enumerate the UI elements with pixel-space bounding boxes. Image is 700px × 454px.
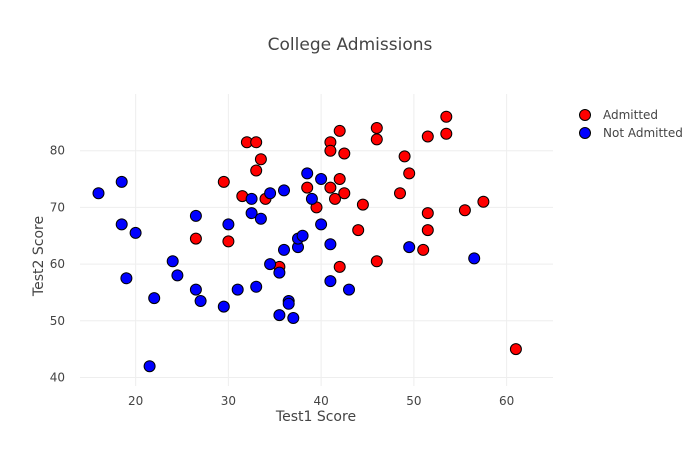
admitted-point[interactable] bbox=[329, 192, 341, 205]
legend[interactable]: Admitted Not Admitted bbox=[579, 108, 683, 140]
not-admitted-point[interactable] bbox=[92, 187, 105, 200]
y-tick-label: 60 bbox=[50, 257, 65, 271]
admitted-point[interactable] bbox=[333, 173, 346, 185]
admitted-point[interactable] bbox=[324, 144, 337, 157]
not-admitted-point[interactable] bbox=[245, 207, 258, 220]
admitted-point[interactable] bbox=[458, 204, 471, 217]
admitted-point[interactable] bbox=[440, 127, 453, 140]
not-admitted-point[interactable] bbox=[403, 241, 416, 254]
admitted-point[interactable] bbox=[324, 181, 337, 194]
admitted-point[interactable] bbox=[421, 207, 434, 220]
y-tick-label: 40 bbox=[50, 370, 65, 384]
admitted-point[interactable] bbox=[477, 195, 490, 208]
legend-label[interactable]: Admitted bbox=[603, 108, 658, 122]
x-tick-label: 40 bbox=[313, 394, 328, 408]
admitted-point[interactable] bbox=[398, 150, 411, 163]
not-admitted-point[interactable] bbox=[120, 272, 133, 285]
admitted-point[interactable] bbox=[333, 124, 346, 137]
not-admitted-point[interactable] bbox=[264, 187, 277, 200]
not-admitted-point[interactable] bbox=[148, 292, 161, 305]
y-tick-label: 50 bbox=[50, 314, 65, 328]
not-admitted-point[interactable] bbox=[217, 300, 230, 313]
x-tick-label: 30 bbox=[221, 394, 236, 408]
data-points bbox=[92, 110, 522, 373]
admitted-point[interactable] bbox=[403, 167, 416, 180]
admitted-point[interactable] bbox=[254, 153, 267, 166]
not-admitted-point[interactable] bbox=[171, 269, 184, 282]
not-admitted-point[interactable] bbox=[301, 167, 314, 180]
not-admitted-point[interactable] bbox=[115, 175, 128, 188]
admitted-point[interactable] bbox=[217, 175, 230, 188]
admitted-point[interactable] bbox=[333, 260, 346, 273]
admitted-point[interactable] bbox=[338, 187, 351, 200]
y-tick-label: 80 bbox=[50, 144, 65, 158]
not-admitted-point[interactable] bbox=[324, 238, 337, 251]
admitted-point[interactable] bbox=[394, 187, 406, 200]
admitted-point[interactable] bbox=[301, 181, 314, 194]
not-admitted-point[interactable] bbox=[166, 255, 179, 268]
not-admitted-point[interactable] bbox=[315, 173, 328, 185]
admitted-point[interactable] bbox=[189, 232, 202, 245]
not-admitted-point[interactable] bbox=[254, 212, 267, 225]
admitted-point[interactable] bbox=[417, 243, 430, 256]
not-admitted-point[interactable] bbox=[273, 266, 286, 279]
not-admitted-point[interactable] bbox=[273, 309, 286, 322]
not-admitted-point[interactable] bbox=[278, 184, 290, 197]
x-tick-label: 50 bbox=[406, 394, 421, 408]
legend-label[interactable]: Not Admitted bbox=[603, 126, 683, 140]
admitted-point[interactable] bbox=[250, 136, 263, 149]
admitted-point[interactable] bbox=[222, 235, 235, 248]
admitted-point[interactable] bbox=[338, 147, 351, 160]
admitted-point[interactable] bbox=[421, 224, 434, 237]
x-tick-label: 20 bbox=[128, 394, 143, 408]
not-admitted-point[interactable] bbox=[324, 275, 337, 288]
admitted-point[interactable] bbox=[370, 133, 383, 146]
x-tick-label: 60 bbox=[499, 394, 514, 408]
tick-labels: 20 30 40 50 60 40 50 60 70 80 bbox=[50, 144, 515, 408]
not-admitted-point[interactable] bbox=[468, 252, 481, 265]
y-tick-label: 70 bbox=[50, 200, 65, 214]
legend-marker[interactable] bbox=[579, 127, 591, 139]
not-admitted-point[interactable] bbox=[282, 297, 295, 310]
admitted-point[interactable] bbox=[440, 110, 453, 123]
not-admitted-point[interactable] bbox=[245, 192, 258, 205]
not-admitted-point[interactable] bbox=[115, 218, 128, 231]
not-admitted-point[interactable] bbox=[250, 280, 263, 293]
not-admitted-point[interactable] bbox=[143, 360, 156, 373]
not-admitted-point[interactable] bbox=[222, 218, 235, 231]
admitted-point[interactable] bbox=[352, 224, 365, 237]
not-admitted-point[interactable] bbox=[296, 229, 309, 242]
admitted-point[interactable] bbox=[250, 164, 263, 177]
grid bbox=[80, 94, 553, 386]
not-admitted-point[interactable] bbox=[278, 243, 290, 256]
admitted-point[interactable] bbox=[370, 255, 383, 268]
not-admitted-point[interactable] bbox=[189, 209, 202, 222]
not-admitted-point[interactable] bbox=[194, 295, 207, 307]
admitted-point[interactable] bbox=[509, 343, 522, 356]
admitted-point[interactable] bbox=[421, 130, 434, 143]
chart-title: College Admissions bbox=[268, 35, 433, 55]
not-admitted-point[interactable] bbox=[129, 226, 142, 239]
x-axis-label: Test1 Score bbox=[275, 409, 356, 425]
admitted-point[interactable] bbox=[370, 122, 383, 134]
not-admitted-point[interactable] bbox=[189, 283, 202, 296]
admitted-point[interactable] bbox=[356, 198, 369, 211]
not-admitted-point[interactable] bbox=[231, 283, 244, 296]
y-axis-label: Test2 Score bbox=[31, 216, 47, 297]
not-admitted-point[interactable] bbox=[343, 283, 355, 296]
not-admitted-point[interactable] bbox=[315, 218, 328, 231]
not-admitted-point[interactable] bbox=[305, 192, 318, 205]
not-admitted-point[interactable] bbox=[287, 312, 300, 324]
not-admitted-point[interactable] bbox=[264, 258, 277, 271]
legend-marker[interactable] bbox=[579, 109, 591, 121]
